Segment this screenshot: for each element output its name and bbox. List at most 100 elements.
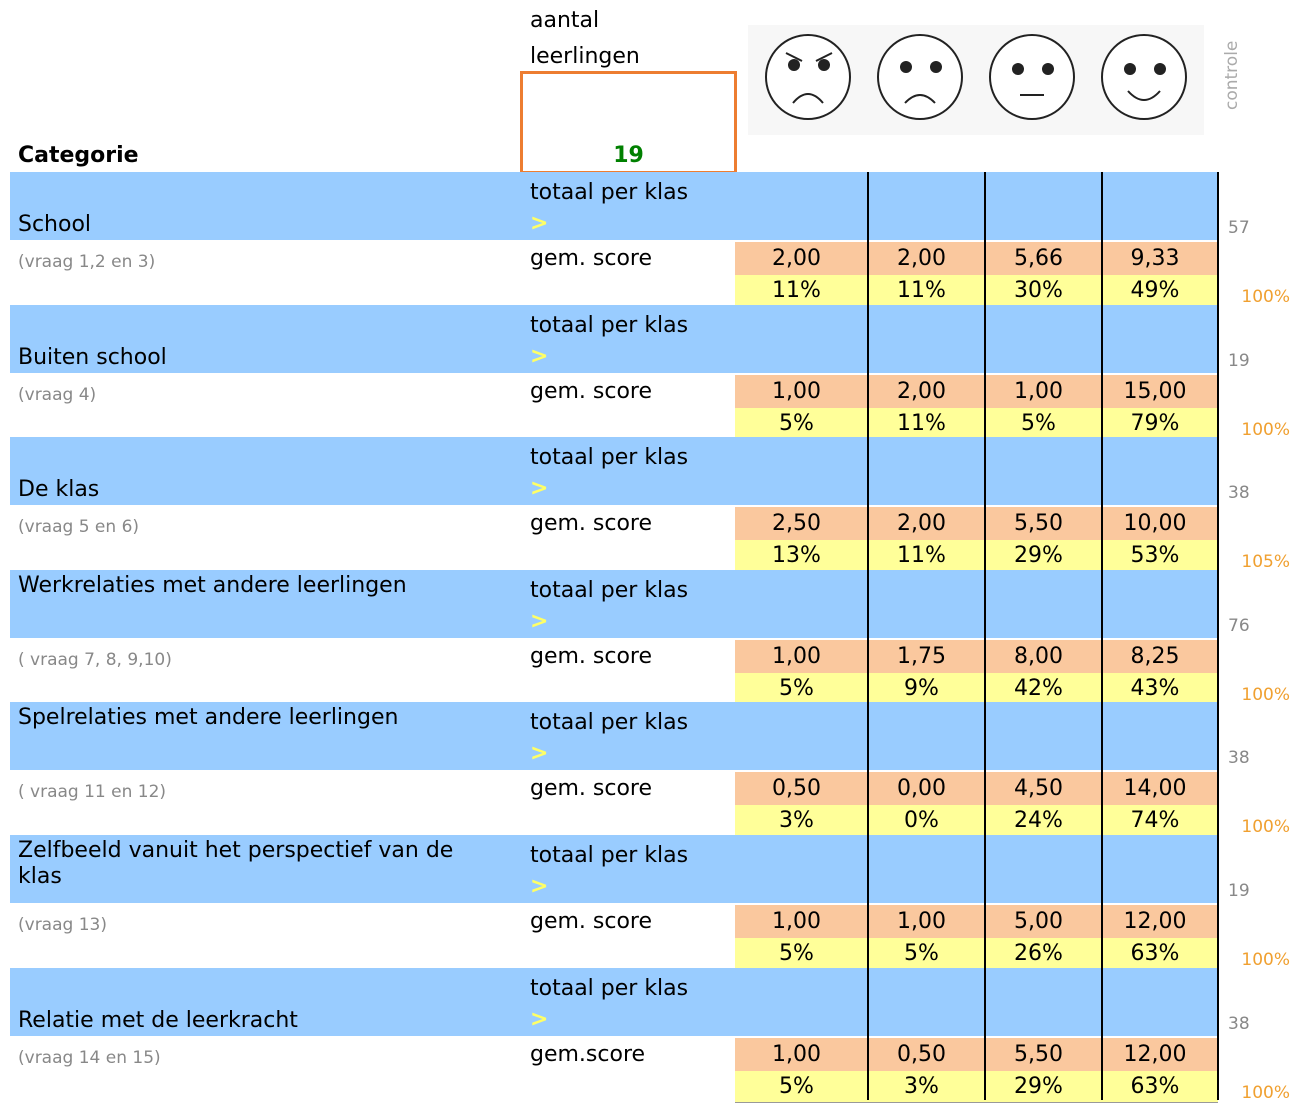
category-name: Werkrelaties met andere leerlingen	[18, 572, 407, 598]
percent-cell	[868, 805, 985, 838]
score-label: gem. score	[530, 511, 653, 537]
percent: 5%	[904, 941, 939, 966]
score: 9,33	[1130, 246, 1180, 271]
score-cell	[735, 639, 868, 673]
score: 5,50	[1014, 511, 1063, 537]
percent: 63%	[1130, 1073, 1180, 1099]
percent: 5%	[1021, 410, 1056, 436]
check-percent: 105%	[1241, 552, 1290, 573]
questions: (vraag 5 en 6)	[18, 517, 140, 538]
score: 8,25	[1130, 643, 1180, 669]
percent-cell	[868, 540, 985, 573]
category-name: Spelrelaties met andere leerlingen	[18, 705, 399, 731]
score: 5,50	[1014, 1041, 1063, 1067]
total-row	[10, 304, 1218, 373]
percent: 42%	[1014, 675, 1063, 701]
score: 2,00	[772, 246, 821, 271]
percent: 29%	[1014, 1073, 1063, 1099]
arrow: >	[530, 211, 549, 236]
percent: 9%	[904, 675, 939, 701]
percent-cell	[1102, 540, 1218, 573]
total-row	[10, 835, 1218, 903]
arrow: >	[530, 741, 549, 767]
score: 2,50	[772, 511, 821, 537]
score: 15,00	[1123, 378, 1187, 404]
check-percent: 100%	[1241, 419, 1290, 440]
score-cell	[735, 507, 868, 541]
total-label: totaal per klas	[530, 710, 689, 736]
score-cell	[1102, 507, 1218, 541]
score: 1,00	[772, 909, 821, 934]
percent-cell	[868, 407, 985, 440]
score-label: gem.score	[530, 1041, 646, 1067]
percent: 49%	[1130, 278, 1180, 303]
score: 2,00	[897, 511, 946, 537]
check-percent: 100%	[1241, 287, 1290, 307]
questions: (vraag 13)	[18, 915, 107, 935]
questions: (vraag 1,2 en 3)	[18, 252, 156, 272]
percent: 5%	[779, 410, 814, 436]
score: 0,50	[897, 1041, 946, 1067]
percent: 13%	[772, 543, 821, 569]
percent-cell	[1102, 672, 1218, 705]
total-label: totaal per klas	[530, 312, 689, 338]
percent: 5%	[779, 941, 814, 966]
score-label: gem. score	[530, 378, 653, 404]
arrow: >	[530, 1006, 549, 1032]
score: 12,00	[1123, 1041, 1187, 1067]
score: 2,00	[897, 378, 946, 404]
percent-cell	[735, 672, 868, 705]
score-cell	[868, 772, 985, 806]
percent-cell	[985, 1070, 1102, 1103]
score: 12,00	[1123, 909, 1187, 934]
percent: 63%	[1130, 941, 1180, 966]
total-row	[10, 569, 1218, 638]
score-cell	[868, 507, 985, 541]
percent: 11%	[897, 410, 946, 436]
percent: 43%	[1130, 675, 1180, 701]
percent-cell	[735, 938, 868, 970]
score-cell	[1102, 772, 1218, 806]
score-label: gem. score	[530, 909, 653, 934]
percent-cell	[868, 672, 985, 705]
percent: 11%	[772, 278, 821, 303]
percent: 30%	[1014, 278, 1063, 303]
score: 1,00	[1014, 378, 1063, 404]
column-line	[1217, 172, 1219, 1100]
score-cell	[735, 1037, 868, 1071]
percent-cell	[985, 407, 1102, 440]
score: 1,00	[772, 1041, 821, 1067]
arrow: >	[530, 874, 549, 899]
percent: 26%	[1014, 941, 1063, 966]
category-name: Zelfbeeld vanuit het perspectief van de …	[18, 838, 454, 889]
score: 4,50	[1014, 776, 1063, 802]
percent: 11%	[897, 278, 946, 303]
percent-cell	[1102, 407, 1218, 440]
score-cell	[868, 242, 985, 275]
score-cell	[868, 374, 985, 408]
score-cell	[1102, 374, 1218, 408]
category-name: School	[18, 212, 92, 237]
score: 0,00	[897, 776, 946, 802]
percent: 11%	[897, 543, 946, 569]
score-cell	[985, 374, 1102, 408]
score-cell	[985, 639, 1102, 673]
score-cell	[985, 905, 1102, 938]
score-label: gem. score	[530, 776, 653, 802]
check-total: 57	[1228, 218, 1250, 238]
score-cell	[735, 242, 868, 275]
percent: 0%	[904, 808, 939, 834]
percent: 79%	[1130, 410, 1180, 436]
percent-cell	[735, 407, 868, 440]
category-name: De klas	[18, 477, 100, 503]
check-percent: 100%	[1241, 817, 1290, 838]
arrow: >	[530, 608, 549, 634]
score-cell	[985, 242, 1102, 275]
total-label: totaal per klas	[530, 445, 689, 471]
total-row	[10, 967, 1218, 1036]
category-name: Relatie met de leerkracht	[18, 1007, 298, 1033]
arrow: >	[530, 343, 549, 369]
score-cell	[735, 374, 868, 408]
score: 2,00	[897, 246, 946, 271]
